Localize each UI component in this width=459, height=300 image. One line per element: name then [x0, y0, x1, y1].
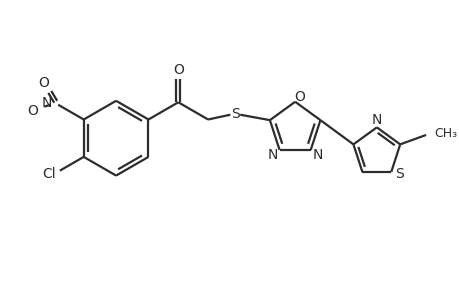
Text: O: O — [27, 103, 38, 118]
Text: O: O — [294, 90, 305, 104]
Text: N: N — [371, 113, 381, 128]
Text: O: O — [173, 63, 183, 77]
Text: S: S — [394, 167, 403, 181]
Text: S: S — [230, 107, 239, 121]
Text: N: N — [267, 148, 277, 162]
Text: CH₃: CH₃ — [433, 128, 456, 140]
Text: N: N — [312, 148, 322, 162]
Text: O: O — [38, 76, 49, 90]
Text: N: N — [42, 96, 52, 110]
Text: Cl: Cl — [42, 167, 56, 181]
